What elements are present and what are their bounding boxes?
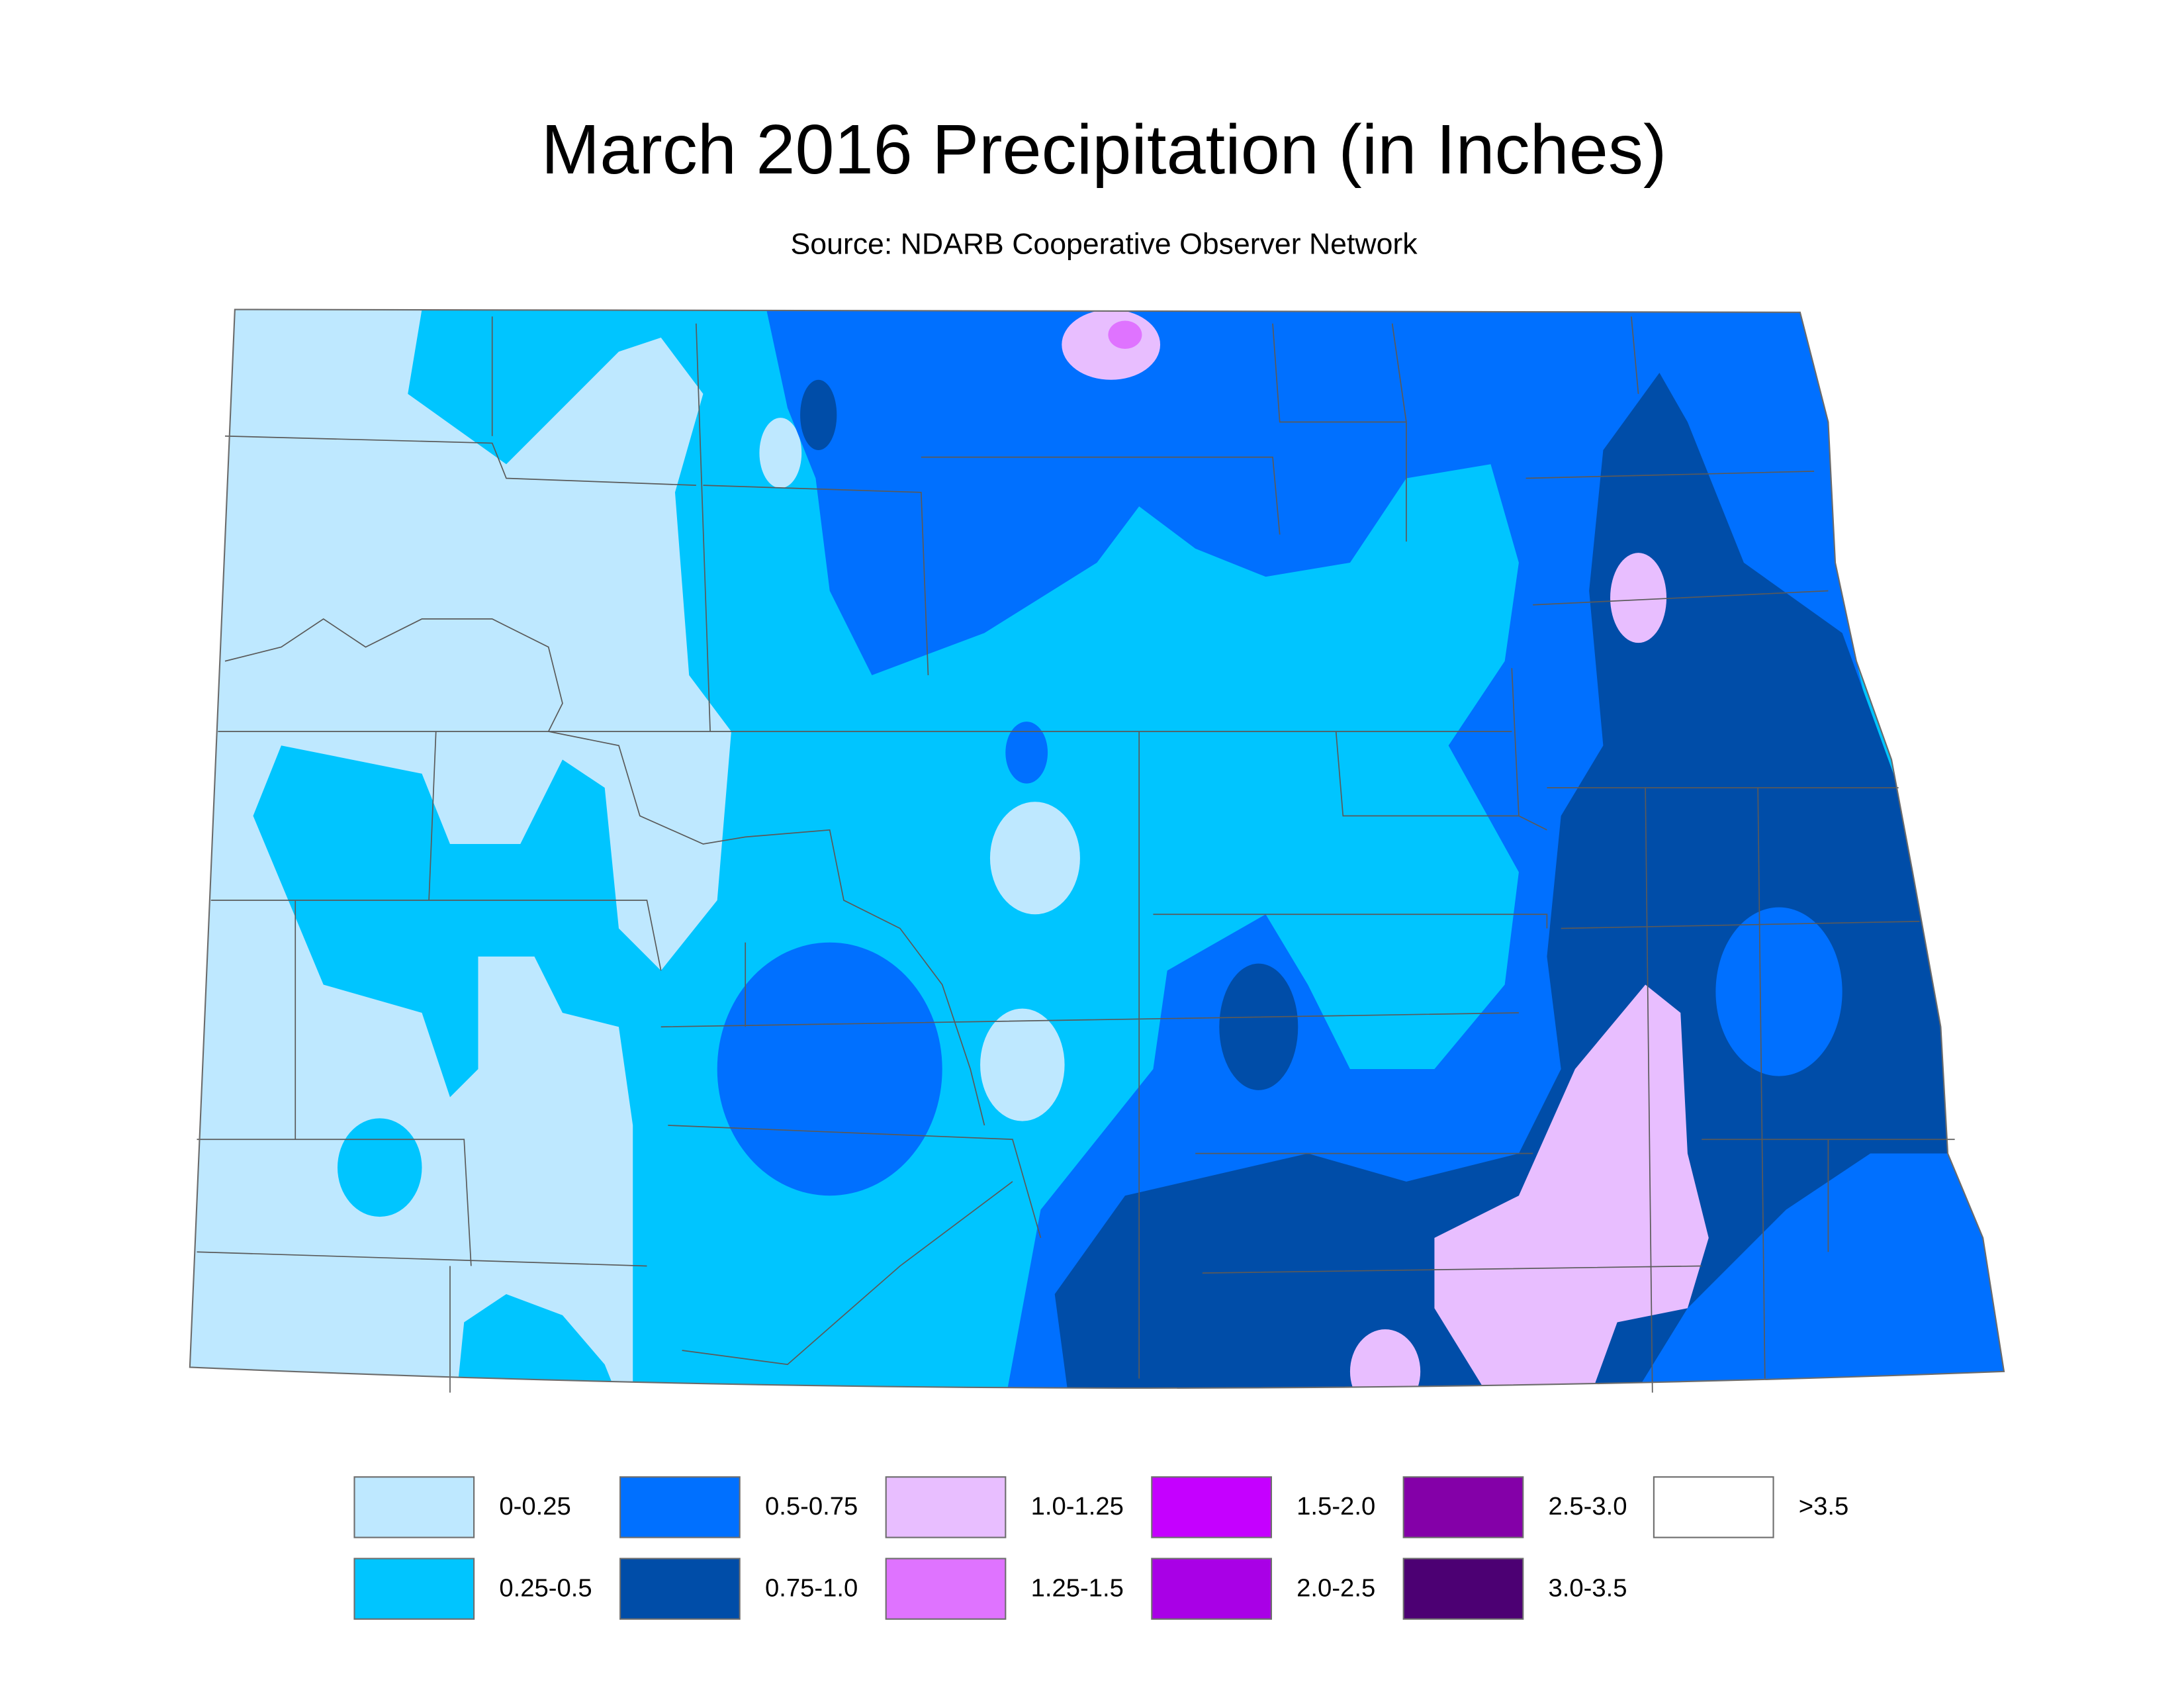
- precipitation-zones: [189, 309, 2005, 1388]
- legend-label: >3.5: [1799, 1492, 1848, 1521]
- zone: [1715, 907, 1843, 1076]
- legend-swatch: [353, 1558, 475, 1620]
- legend-label: 2.0-2.5: [1297, 1573, 1375, 1602]
- legend-swatch: [1402, 1558, 1524, 1620]
- zone: [1054, 373, 1955, 1388]
- zone: [1062, 309, 1161, 380]
- zone: [980, 1008, 1065, 1121]
- legend-label: 1.0-1.25: [1031, 1492, 1124, 1521]
- legend-label: 0.75-1.0: [765, 1573, 858, 1602]
- zone: [1610, 553, 1667, 643]
- legend-label: 0.25-0.5: [499, 1573, 592, 1602]
- zone: [337, 1118, 422, 1217]
- legend-swatch: [353, 1476, 475, 1538]
- legend-swatch: [885, 1558, 1007, 1620]
- legend-swatch: [885, 1476, 1007, 1538]
- legend-swatch: [619, 1558, 741, 1620]
- zone: [717, 942, 942, 1196]
- zone: [189, 309, 731, 1388]
- map-title: March 2016 Precipitation (in Inches): [541, 110, 1667, 189]
- legend-swatch: [619, 1476, 741, 1538]
- legend-swatch: [1151, 1558, 1272, 1620]
- legend-label: 2.5-3.0: [1549, 1492, 1627, 1521]
- zone: [1108, 320, 1142, 350]
- zone: [759, 418, 802, 489]
- zone: [1434, 984, 1709, 1388]
- county-lines: [197, 316, 1955, 1393]
- legend-label: 1.5-2.0: [1297, 1492, 1375, 1521]
- legend-label: 0-0.25: [499, 1492, 570, 1521]
- zone: [1005, 722, 1048, 784]
- legend-swatch: [1402, 1476, 1524, 1538]
- map-subtitle: Source: NDARB Cooperative Observer Netwo…: [791, 228, 1418, 261]
- zone: [1219, 963, 1298, 1090]
- legend-swatch: [1653, 1476, 1774, 1538]
- state-outline: [189, 308, 2005, 1389]
- legend-swatch: [1151, 1476, 1272, 1538]
- zone: [989, 802, 1080, 915]
- legend-label: 1.25-1.5: [1031, 1573, 1124, 1602]
- zone: [800, 379, 837, 451]
- legend-label: 0.5-0.75: [765, 1492, 858, 1521]
- zone: [1349, 1329, 1421, 1388]
- legend-label: 3.0-3.5: [1549, 1573, 1627, 1602]
- legend: 0-0.25 0.25-0.5 0.5-0.75 0.75-1.0 1.0-1.25 1.…: [353, 1476, 1848, 1620]
- zone: [457, 1293, 619, 1388]
